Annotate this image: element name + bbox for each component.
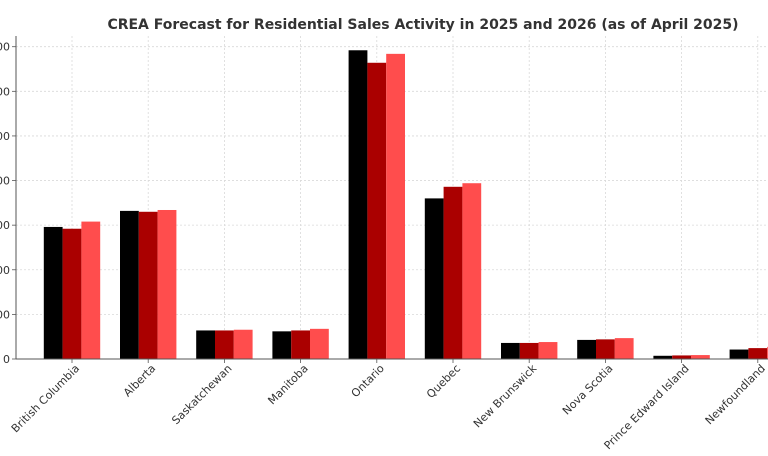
bar <box>443 186 463 359</box>
bar <box>462 183 482 359</box>
x-tick-label: Quebec <box>424 362 463 401</box>
bar <box>196 330 215 359</box>
x-tick-label: Nova Scotia <box>560 362 616 418</box>
bar <box>748 348 768 359</box>
bar <box>291 330 310 359</box>
bar <box>596 339 615 359</box>
bar <box>43 226 63 359</box>
y-tick-label: 000 <box>0 219 10 232</box>
bar <box>348 50 368 359</box>
bar <box>672 355 691 359</box>
bar <box>138 211 158 359</box>
bar <box>386 53 405 359</box>
x-tick-label: Ontario <box>349 362 387 400</box>
bar <box>577 339 596 359</box>
bar <box>691 355 710 359</box>
bar <box>729 349 749 359</box>
bar <box>215 330 234 359</box>
bar <box>614 338 634 359</box>
x-tick-label: Newfoundland <box>703 362 768 427</box>
x-tick-label: Prince Edward Island <box>602 362 692 452</box>
bar-layer <box>43 50 768 360</box>
bar <box>157 209 177 359</box>
axis-layer <box>12 36 768 363</box>
bar <box>501 342 520 359</box>
x-tick-label: Alberta <box>121 362 158 399</box>
bar <box>81 221 101 359</box>
bar <box>62 228 82 359</box>
x-tick-label: Manitoba <box>265 362 310 407</box>
y-tick-label: 000 <box>0 85 10 98</box>
y-tick-label: 000 <box>0 41 10 54</box>
y-tick-label: 000 <box>0 264 10 277</box>
y-tick-label: 000 <box>0 308 10 321</box>
x-tick-label: British Columbia <box>9 362 82 435</box>
bar <box>310 328 329 359</box>
y-tick-label: 000 <box>0 130 10 143</box>
chart-title: CREA Forecast for Residential Sales Acti… <box>107 17 739 33</box>
bar <box>424 198 444 359</box>
y-tick-label: 0 <box>3 353 10 366</box>
bar <box>233 329 253 359</box>
bar <box>367 62 387 360</box>
bar <box>653 355 673 359</box>
y-tick-label: 000 <box>0 175 10 188</box>
bar <box>538 342 558 359</box>
bar <box>519 342 539 359</box>
bar <box>120 210 139 359</box>
x-tick-label: New Brunswick <box>471 361 540 430</box>
x-tick-label: Saskatchewan <box>169 362 234 427</box>
bar <box>272 331 292 359</box>
